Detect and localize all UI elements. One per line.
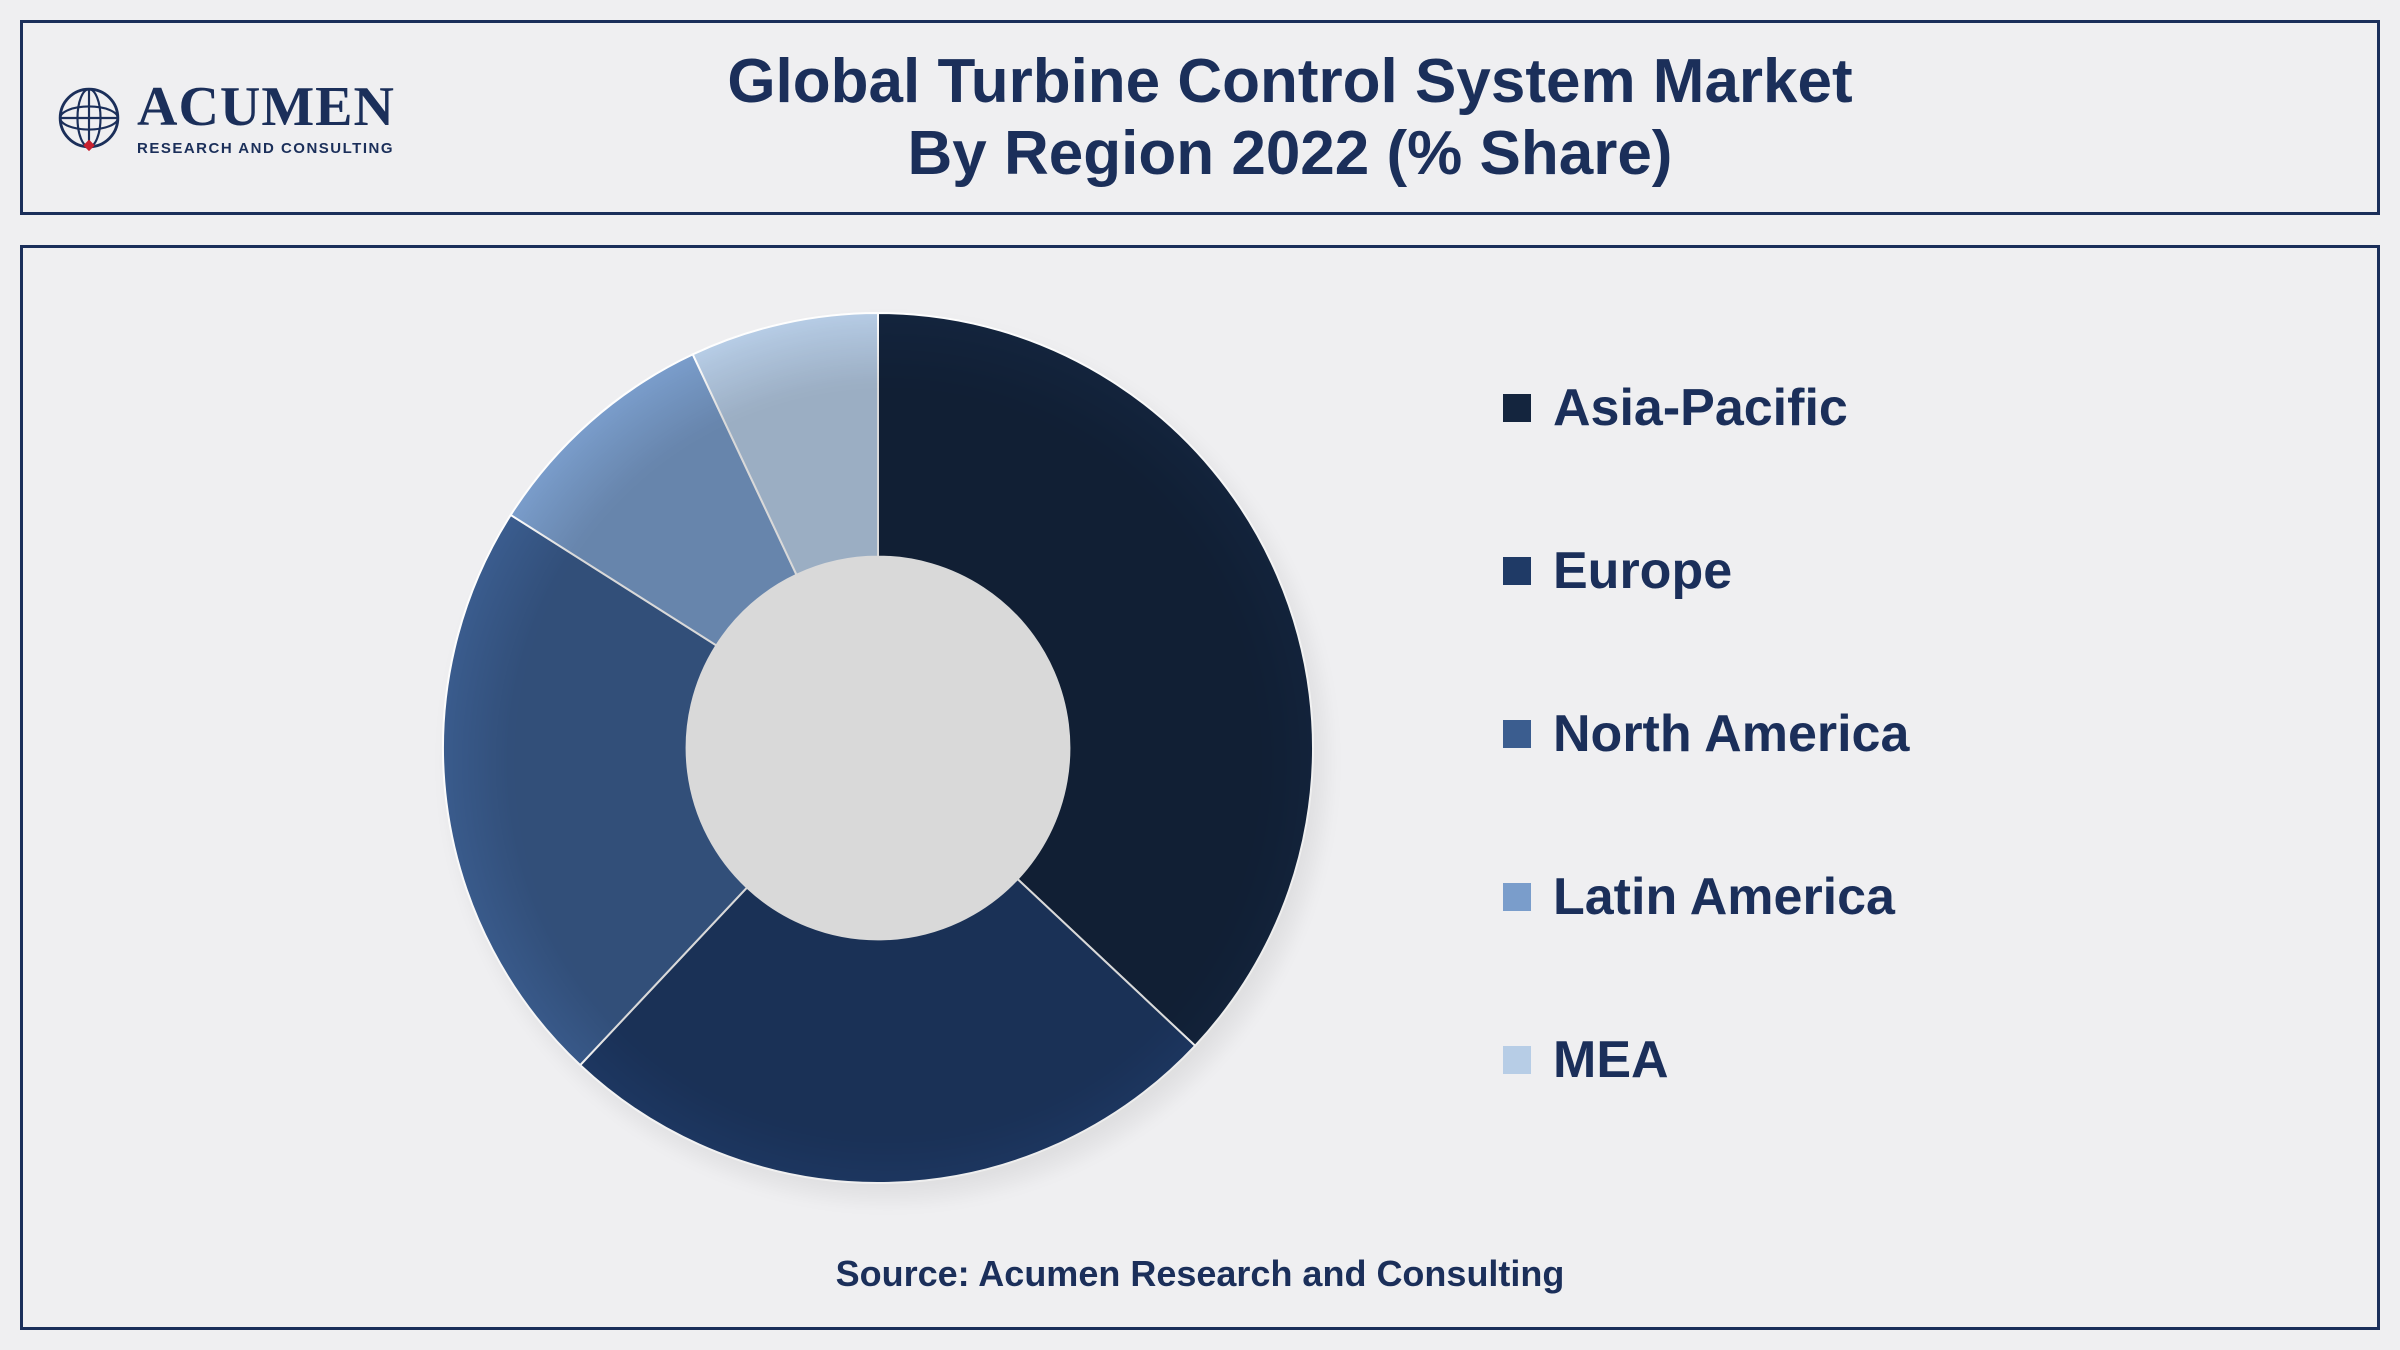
- donut-chart: [433, 303, 1323, 1193]
- legend-label: MEA: [1553, 1030, 1669, 1090]
- legend-swatch: [1503, 883, 1531, 911]
- globe-icon: [53, 82, 125, 154]
- legend-label: North America: [1553, 704, 1909, 764]
- legend-item: North America: [1503, 704, 1909, 764]
- legend-swatch: [1503, 1046, 1531, 1074]
- source-attribution: Source: Acumen Research and Consulting: [23, 1253, 2377, 1295]
- title-line-2: By Region 2022 (% Share): [233, 118, 2347, 189]
- chart-panel: Asia-Pacific Europe North America Latin Ame…: [20, 245, 2380, 1330]
- legend-label: Europe: [1553, 541, 1732, 601]
- infographic-frame: ACUMEN RESEARCH AND CONSULTING Global Tu…: [0, 0, 2400, 1350]
- donut-shadow: [443, 317, 1333, 1207]
- legend-label: Latin America: [1553, 867, 1895, 927]
- chart-title: Global Turbine Control System Market By …: [233, 46, 2347, 189]
- legend-swatch: [1503, 394, 1531, 422]
- header-panel: ACUMEN RESEARCH AND CONSULTING Global Tu…: [20, 20, 2380, 215]
- legend-swatch: [1503, 720, 1531, 748]
- legend-label: Asia-Pacific: [1553, 378, 1848, 438]
- title-line-1: Global Turbine Control System Market: [233, 46, 2347, 117]
- legend-item: Latin America: [1503, 867, 1909, 927]
- legend-item: MEA: [1503, 1030, 1909, 1090]
- legend-swatch: [1503, 557, 1531, 585]
- legend-item: Europe: [1503, 541, 1909, 601]
- legend: Asia-Pacific Europe North America Latin Ame…: [1503, 378, 1909, 1090]
- legend-item: Asia-Pacific: [1503, 378, 1909, 438]
